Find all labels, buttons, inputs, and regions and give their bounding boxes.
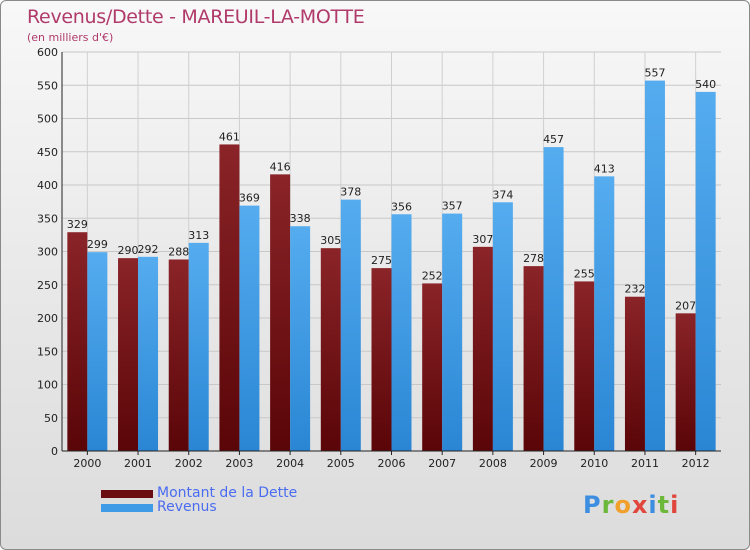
data-label-dette: 290	[118, 244, 139, 257]
data-label-dette: 461	[219, 130, 240, 143]
y-tick-label: 450	[37, 146, 58, 159]
x-tick-label: 2004	[276, 457, 304, 470]
data-label-revenus: 292	[138, 243, 159, 256]
logo-letter: P	[583, 491, 602, 519]
bar-revenus	[290, 226, 311, 451]
bar-revenus	[644, 80, 665, 451]
data-label-revenus: 369	[239, 192, 260, 205]
y-tick-label: 400	[37, 179, 58, 192]
data-label-dette: 275	[371, 254, 392, 267]
y-tick-label: 200	[37, 312, 58, 325]
bar-revenus	[695, 91, 716, 452]
y-tick-label: 550	[37, 79, 58, 92]
x-tick-label: 2003	[225, 457, 253, 470]
data-label-revenus: 299	[87, 238, 108, 251]
logo-letter: x	[631, 491, 649, 519]
x-tick-label: 2011	[631, 457, 659, 470]
legend-label-dette: Montant de la Dette	[157, 485, 298, 501]
data-label-revenus: 313	[188, 229, 209, 242]
y-tick-label: 300	[37, 246, 58, 259]
chart-subtitle: (en milliers d'€)	[27, 31, 114, 44]
bar-revenus	[391, 214, 412, 451]
x-tick-label: 2000	[73, 457, 101, 470]
logo-letter: t	[657, 491, 671, 519]
data-label-dette: 232	[624, 283, 645, 296]
data-label-dette: 329	[67, 218, 88, 231]
data-label-dette: 278	[523, 252, 544, 265]
logo-letter: o	[614, 491, 632, 519]
data-label-revenus: 374	[492, 188, 513, 201]
bar-dette	[574, 281, 595, 451]
x-tick-label: 2002	[175, 457, 203, 470]
data-label-revenus: 338	[290, 212, 311, 225]
data-label-dette: 255	[574, 267, 595, 280]
data-label-revenus: 557	[644, 67, 665, 80]
bar-dette	[320, 248, 341, 451]
bar-dette	[118, 258, 139, 451]
bar-dette	[523, 266, 544, 451]
bar-revenus	[340, 199, 361, 451]
bar-revenus	[492, 202, 513, 451]
data-label-revenus: 378	[340, 186, 361, 199]
y-tick-label: 100	[37, 379, 58, 392]
data-label-revenus: 457	[543, 133, 564, 146]
data-label-dette: 252	[422, 269, 443, 282]
bar-dette	[371, 268, 392, 451]
bar-revenus	[87, 252, 108, 451]
bars: 329 290 288 461 416 305 275 252 307 278 255 232 207 2…	[67, 67, 716, 452]
x-tick-label: 2008	[479, 457, 507, 470]
bar-revenus	[543, 147, 564, 451]
y-tick-label: 50	[44, 412, 58, 425]
bar-dette	[472, 246, 493, 451]
bar-dette	[422, 283, 443, 451]
data-label-dette: 288	[168, 245, 189, 258]
legend-swatch-revenus	[101, 504, 153, 512]
x-tick-label: 2007	[428, 457, 456, 470]
legend-label-revenus: Revenus	[157, 499, 217, 515]
data-label-dette: 305	[320, 234, 341, 247]
y-tick-label: 250	[37, 279, 58, 292]
chart-title: Revenus/Dette - MAREUIL-LA-MOTTE	[27, 6, 365, 28]
x-tick-label: 2006	[378, 457, 406, 470]
bar-revenus	[239, 205, 260, 451]
y-tick-label: 350	[37, 212, 58, 225]
data-label-dette: 207	[675, 299, 696, 312]
y-tick-label: 150	[37, 345, 58, 358]
x-tick-label: 2005	[327, 457, 355, 470]
data-label-revenus: 356	[391, 200, 412, 213]
bar-dette	[624, 296, 645, 451]
y-tick-label: 600	[37, 46, 58, 59]
data-label-revenus: 357	[442, 200, 463, 213]
data-label-dette: 307	[472, 233, 493, 246]
x-tick-label: 2012	[682, 457, 710, 470]
bar-revenus	[138, 256, 159, 451]
bar-dette	[168, 259, 189, 451]
logo-letter: r	[601, 491, 615, 519]
legend-swatch-dette	[101, 490, 153, 498]
y-tick-label: 500	[37, 113, 58, 126]
axes: 0 50 100 150 200 250 300 350 400 450 500 550 600 2000…	[37, 46, 721, 470]
bar-dette	[675, 313, 696, 451]
bar-revenus	[188, 242, 209, 451]
data-label-revenus: 540	[695, 78, 716, 91]
data-label-dette: 416	[270, 160, 291, 173]
bar-dette	[67, 232, 88, 451]
data-label-revenus: 413	[594, 162, 615, 175]
x-tick-label: 2010	[580, 457, 608, 470]
bar-revenus	[594, 176, 615, 452]
logo-letter: i	[670, 491, 680, 519]
bar-dette	[219, 144, 240, 451]
bar-dette	[270, 174, 291, 452]
proxiti-logo: Proxiti	[583, 491, 679, 519]
logo-letter: i	[648, 491, 658, 519]
bar-revenus	[442, 213, 463, 451]
x-tick-label: 2009	[530, 457, 558, 470]
x-tick-label: 2001	[124, 457, 152, 470]
y-tick-label: 0	[51, 445, 58, 458]
